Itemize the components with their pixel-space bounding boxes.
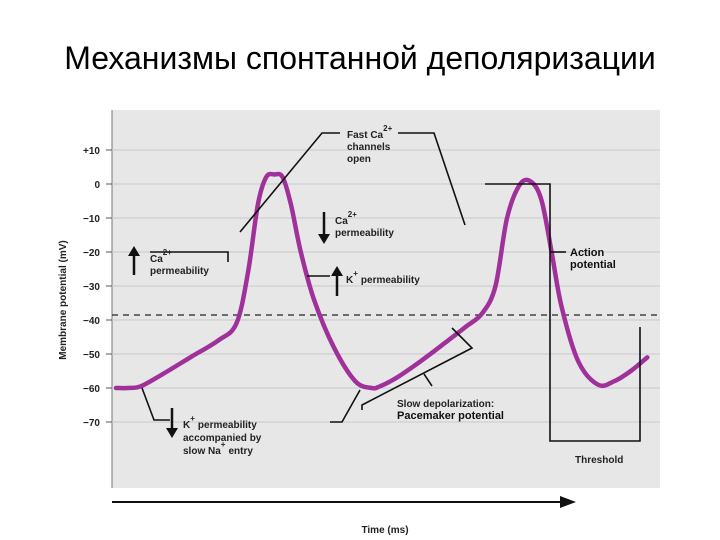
slide-title: Механизмы спонтанной деполяризации [64, 40, 656, 76]
membrane-potential-trace [113, 171, 650, 391]
threshold-label: Threshold [575, 455, 623, 466]
ca-up-label: Ca2+ permeability [150, 247, 209, 277]
pacemaker-label: Slow depolarization: Pacemaker potential [397, 399, 504, 422]
fast-ca-leader-right [398, 132, 466, 226]
y-tick-label: −30 [83, 282, 100, 293]
arrow-right-icon [560, 496, 576, 508]
action-potential-bracket [485, 183, 641, 442]
annotation-leaders [141, 132, 641, 442]
fast-ca-leader-left [239, 132, 340, 233]
y-axis-label: Membrane potential (mV) [58, 240, 69, 359]
permeability-arrows [128, 212, 343, 438]
y-tick-label: −60 [83, 384, 100, 395]
k-down-label: K+permeability accompanied by slow Na+en… [183, 414, 264, 457]
k-down-leader [141, 387, 170, 421]
arrow-down-icon [318, 234, 330, 244]
pacemaker-leader-left [330, 389, 361, 423]
y-tick-labels: +10 0 −10 −20 −30 −40 −50 −60 −70 [83, 146, 100, 429]
y-tick-label: 0 [94, 180, 100, 191]
plot-panel [112, 110, 660, 488]
fast-ca-label: Fast Ca2+ channels open [347, 123, 395, 165]
y-tick-label: −70 [83, 418, 100, 429]
arrow-up-icon [331, 266, 343, 276]
y-tick-label: −20 [83, 248, 100, 259]
x-axis-label: Time (ms) [361, 525, 408, 536]
arrow-up-icon [128, 246, 140, 256]
y-tick-label: −50 [83, 350, 100, 361]
y-tick-label: −10 [83, 214, 100, 225]
pacemaker-bracket [361, 327, 474, 410]
ca-down-label: Ca2+ permeability [335, 209, 394, 239]
action-potential-label: Action potential [570, 247, 616, 271]
y-tick-label: +10 [83, 146, 100, 157]
k-up-label: K+permeability [346, 269, 420, 286]
y-tick-label: −40 [83, 316, 100, 327]
ca-up-leader [150, 251, 229, 262]
pacemaker-tick [423, 373, 433, 387]
arrow-down-icon [166, 428, 178, 438]
